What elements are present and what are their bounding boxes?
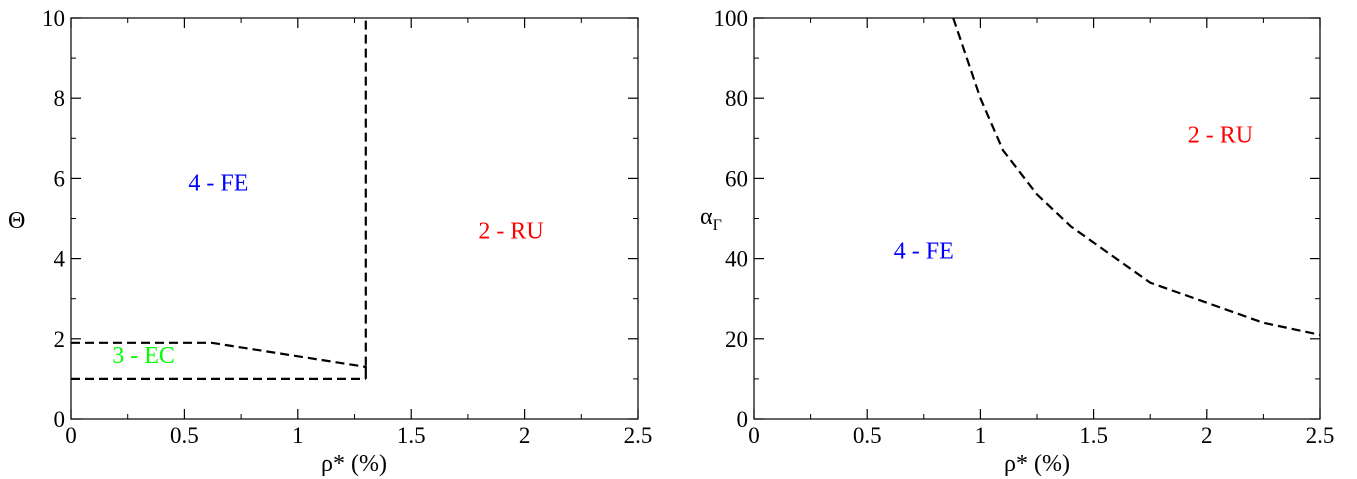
right-y-tick-label: 0 <box>737 407 749 432</box>
right-boundary-line-0 <box>952 17 1321 336</box>
left-boundary-line-0 <box>71 18 367 379</box>
right-x-tick-label: 0 <box>748 423 760 448</box>
right-region-label: 2 - RU <box>1188 122 1253 148</box>
right-y-tick-label: 80 <box>725 86 748 111</box>
right-x-axis-label: ρ* (%) <box>1004 451 1070 477</box>
right-plot-frame <box>753 17 1321 420</box>
left-series <box>71 18 367 380</box>
right-series <box>952 17 1321 336</box>
right-x-tick-label: 0.5 <box>853 423 882 448</box>
right-x-tick-label: 2 <box>1201 423 1213 448</box>
left-annotations: 4 - FE 2 - RU 3 - EC <box>112 170 543 368</box>
right-x-tick-label: 1.5 <box>1079 423 1108 448</box>
left-region-label: 4 - FE <box>188 170 248 196</box>
left-y-tick-label: 4 <box>54 247 66 272</box>
left-x-tick-label: 0.5 <box>170 423 199 448</box>
left-x-tick-label: 0 <box>65 423 77 448</box>
right-x-tick-label: 1 <box>975 423 987 448</box>
right-y-tick-label: 100 <box>714 6 749 31</box>
left-y-tick-label: 0 <box>54 407 66 432</box>
right-ticks: 0 0.5 1 1.5 2 2.5 0 20 40 60 80 100 <box>714 6 1335 448</box>
left-x-tick-label: 2.5 <box>624 423 653 448</box>
left-ticks: 0 0.5 1 1.5 2 2.5 0 2 4 6 8 10 <box>42 6 652 448</box>
right-panel: 0 0.5 1 1.5 2 2.5 0 20 40 60 80 100 2 - RU 4 - FE ρ*… <box>700 6 1334 477</box>
left-y-tick-label: 8 <box>54 86 66 111</box>
left-y-axis-label: Θ <box>8 208 25 234</box>
right-region-label: 4 - FE <box>894 239 954 265</box>
left-x-axis-label: ρ* (%) <box>321 451 387 477</box>
left-x-tick-label: 2 <box>519 423 531 448</box>
left-x-tick-label: 1.5 <box>397 423 426 448</box>
left-panel: 0 0.5 1 1.5 2 2.5 0 2 4 6 8 10 4 - FE 2 - RU 3 - EC ρ… <box>8 6 652 477</box>
left-y-tick-label: 2 <box>54 327 66 352</box>
right-y-tick-label: 60 <box>725 166 748 191</box>
left-region-label: 2 - RU <box>478 219 543 245</box>
right-y-tick-label: 20 <box>725 327 748 352</box>
left-x-tick-label: 1 <box>292 423 304 448</box>
right-x-tick-label: 2.5 <box>1306 423 1335 448</box>
left-region-label: 3 - EC <box>112 343 175 369</box>
right-y-tick-label: 40 <box>725 247 748 272</box>
left-y-tick-label: 6 <box>54 166 66 191</box>
right-y-axis-label: αΓ <box>700 204 722 234</box>
right-annotations: 2 - RU 4 - FE <box>894 122 1253 264</box>
left-y-tick-label: 10 <box>42 6 65 31</box>
